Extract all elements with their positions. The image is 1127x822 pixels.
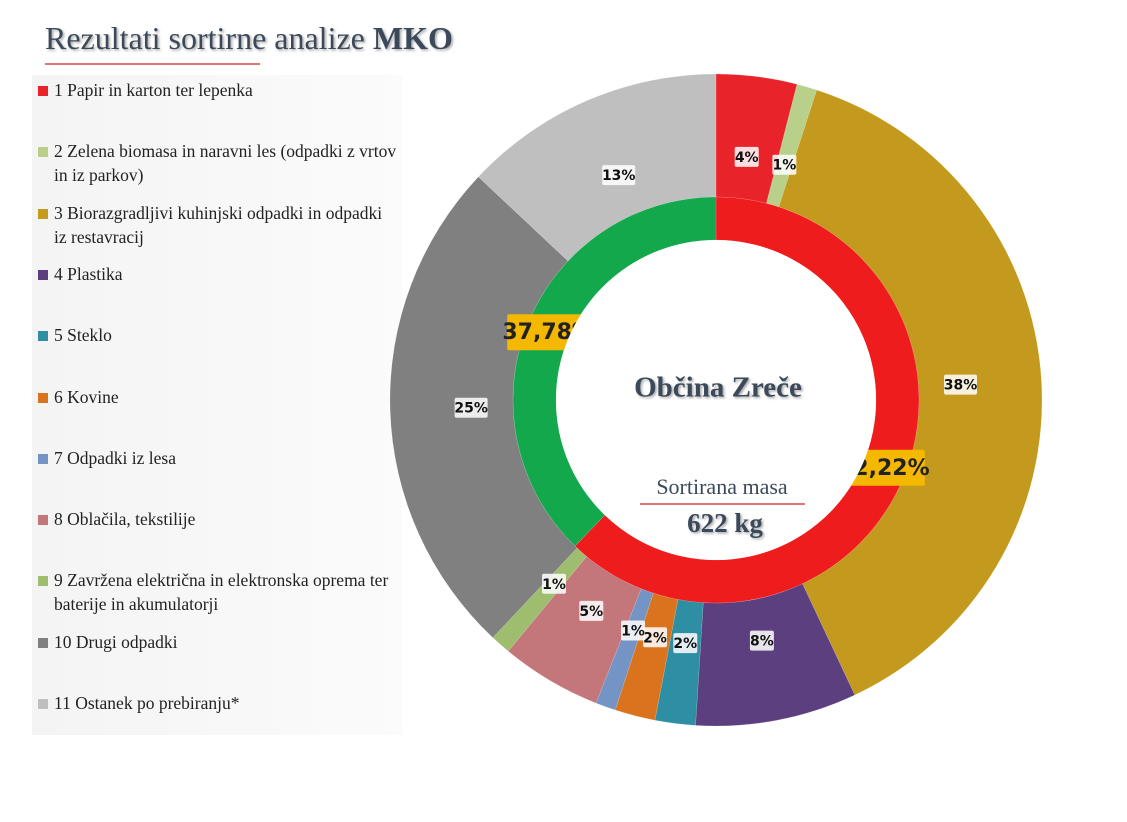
label-box xyxy=(454,397,488,418)
legend-entry: 7 Odpadki iz lesa xyxy=(38,446,398,470)
legend-label: 6 Kovine xyxy=(54,386,119,407)
legend-swatch xyxy=(38,269,48,280)
legend-label: 1 Papir in karton ter lepenka xyxy=(54,80,253,100)
label-box xyxy=(673,633,698,654)
center-value: 622 kg xyxy=(687,508,763,538)
label-box xyxy=(944,374,978,395)
legend-label: 10 Drugi odpadki xyxy=(54,631,178,652)
data-label: 4% xyxy=(735,150,759,166)
data-label: 5% xyxy=(579,604,603,620)
legend-swatch xyxy=(38,331,48,342)
data-label: 38% xyxy=(944,378,978,394)
data-label: 1% xyxy=(621,624,645,640)
legend-swatch xyxy=(38,208,48,219)
legend-swatch xyxy=(38,86,48,96)
data-label: 8% xyxy=(750,634,774,650)
data-label: 1% xyxy=(542,577,566,593)
data-label: 25% xyxy=(454,401,488,417)
center-disc xyxy=(556,240,876,560)
label-box xyxy=(602,165,636,186)
data-label: 2% xyxy=(673,636,697,652)
title-emphasis: MKO xyxy=(373,20,453,56)
legend-entry: 4 Plastika xyxy=(38,262,398,286)
legend-swatch xyxy=(38,392,48,403)
label-box xyxy=(772,154,797,175)
chart-title: Rezultati sortirne analize MKO xyxy=(45,20,453,56)
label-box xyxy=(734,146,759,167)
legend-entry: 2 Zelena biomasa in naravni les (odpadki… xyxy=(38,139,398,187)
data-label: 13% xyxy=(602,168,636,184)
legend-entry: 5 Steklo xyxy=(38,323,398,347)
data-label: 2% xyxy=(643,630,667,646)
data-label: 1% xyxy=(772,158,796,174)
legend-label: 11 Ostanek po prebiranju* xyxy=(54,693,240,713)
legend-entry: 1 Papir in karton ter lepenka xyxy=(38,78,398,102)
legend-swatch xyxy=(38,637,48,648)
center-label: Sortirana masa xyxy=(656,474,788,499)
title-text: Rezultati sortirne analize xyxy=(45,20,365,56)
legend-entry: 8 Oblačila, tekstilije xyxy=(38,507,398,531)
legend-swatch xyxy=(38,515,48,526)
label-box xyxy=(621,620,646,641)
label-box xyxy=(643,627,668,648)
legend-swatch xyxy=(38,576,48,587)
legend-label: 5 Steklo xyxy=(54,325,112,346)
legend-swatch xyxy=(38,147,48,158)
label-box xyxy=(749,630,774,651)
legend-entry: 11 Ostanek po prebiranju* xyxy=(38,691,398,715)
legend-entry: 9 Zavržena električna in elektronska opr… xyxy=(38,568,398,616)
label-box xyxy=(579,600,604,621)
legend-label: 7 Odpadki iz lesa xyxy=(54,447,176,468)
legend-entry: 6 Kovine xyxy=(38,385,398,409)
legend-label: 4 Plastika xyxy=(54,263,123,284)
legend-entry: 10 Drugi odpadki xyxy=(38,630,398,654)
center-title: Občina Zreče xyxy=(634,372,802,404)
legend-swatch xyxy=(38,453,48,464)
legend-label: 2 Zelena biomasa in naravni les (odpadki… xyxy=(54,141,397,186)
legend-label: 8 Oblačila, tekstilije xyxy=(54,509,196,530)
legend-label: 9 Zavržena električna in elektronska opr… xyxy=(54,570,389,615)
label-box xyxy=(541,573,566,594)
legend-label: 3 Biorazgradljivi kuhinjski odpadki in o… xyxy=(54,202,383,247)
legend-entry: 3 Biorazgradljivi kuhinjski odpadki in o… xyxy=(38,201,398,249)
legend-background xyxy=(32,75,402,735)
legend-swatch xyxy=(38,699,48,709)
